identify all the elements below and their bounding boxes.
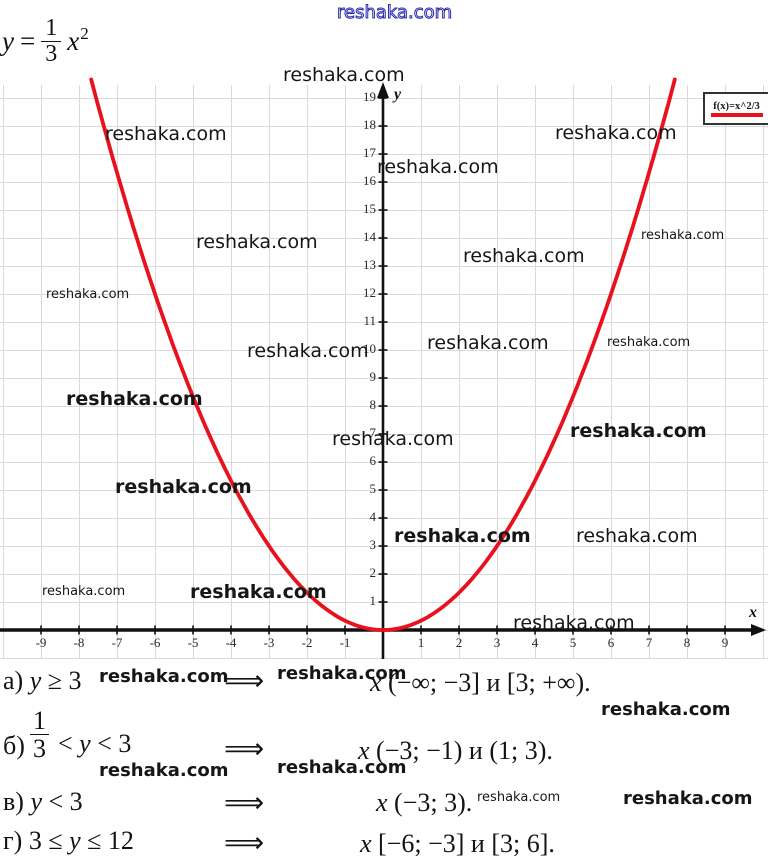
formula-exponent: 2 [80, 23, 89, 43]
y-tick-label: 2 [369, 565, 377, 580]
x-tick-label: 5 [569, 635, 577, 650]
watermark: reshaka.com [623, 788, 753, 809]
watermark: reshaka.com [576, 525, 698, 547]
watermark: reshaka.com [105, 123, 227, 145]
row-a-answer: x (−∞; −3] и [3; +∞). [370, 668, 591, 697]
x-tick-label: -6 [149, 635, 161, 650]
y-axis-letter: y [394, 86, 402, 103]
y-axis-arrow-icon [377, 82, 389, 98]
row-b-answer: x (−3; −1) и (1; 3). [358, 736, 553, 765]
y-tick-label: 10 [363, 341, 376, 356]
watermark: reshaka.com [601, 699, 731, 720]
x-tick-label: -5 [187, 635, 199, 650]
watermark: reshaka.com [377, 156, 499, 178]
parabola-curve [89, 77, 677, 632]
x-tick-label: -4 [225, 635, 237, 650]
y-tick-label: 4 [369, 509, 377, 524]
x-tick-label: -3 [263, 635, 275, 650]
watermark: reshaka.com [283, 64, 405, 86]
x-tick-label: -2 [301, 635, 313, 650]
axis-ticks [40, 97, 726, 635]
watermark: reshaka.com [336, 2, 453, 24]
y-tick-label: 16 [363, 173, 376, 188]
watermark: reshaka.com [277, 757, 407, 778]
x-tick-label: -7 [111, 635, 123, 650]
watermark: reshaka.com [190, 581, 327, 603]
y-tick-label: 13 [363, 257, 376, 272]
formula-fraction: 1 3 [41, 15, 62, 68]
watermark: reshaka.com [115, 476, 252, 498]
watermark: reshaka.com [332, 428, 454, 450]
y-tick-label: 12 [363, 285, 376, 300]
x-tick-label: 6 [607, 635, 615, 650]
x-tick-label: 3 [493, 635, 501, 650]
row-b-prefix: б) [3, 731, 25, 760]
watermark: reshaka.com [99, 666, 229, 687]
watermark: reshaka.com [463, 245, 585, 267]
formula-lhs: y [2, 26, 14, 57]
y-tick-label: 8 [369, 397, 377, 412]
y-tick-label: 19 [363, 89, 376, 104]
x-tick-label: 8 [683, 635, 691, 650]
watermark: reshaka.com [196, 231, 318, 253]
watermark: reshaka.com [99, 760, 229, 781]
watermark: reshaka.com [394, 525, 531, 547]
page-title-formula: y = 1 3 x 2 [2, 15, 89, 68]
row-a-condition: а) y ≥ 3 [3, 666, 82, 695]
legend-underline [710, 112, 763, 117]
x-tick-label: -1 [339, 635, 351, 650]
row-b-fraction: 1 3 [30, 707, 49, 764]
x-tick-label: 1 [417, 635, 425, 650]
watermark: reshaka.com [277, 663, 407, 684]
formula-numerator: 1 [41, 15, 62, 43]
row-b-condition: < y < 3 [58, 729, 132, 758]
y-tick-label: 15 [363, 201, 376, 216]
watermark: reshaka.com [555, 122, 677, 144]
y-tick-label: 14 [363, 229, 376, 244]
row-v-implies-arrow: ⟹ [224, 786, 265, 819]
formula-variable: x [67, 26, 80, 57]
y-tick-label: 18 [363, 117, 376, 132]
y-tick-label: 17 [363, 145, 376, 160]
watermark: reshaka.com [247, 340, 369, 362]
x-tick-label: 2 [455, 635, 463, 650]
row-a-implies-arrow: ⟹ [224, 664, 265, 697]
row-b-implies-arrow: ⟹ [224, 732, 265, 765]
x-tick-label: 9 [721, 635, 729, 650]
watermark: reshaka.com [641, 228, 725, 243]
x-tick-label: 4 [531, 635, 539, 650]
y-tick-label: 7 [369, 425, 377, 440]
legend-box: f(x)=x^2/3 [703, 92, 768, 125]
watermark: reshaka.com [607, 335, 691, 350]
x-tick-label: -9 [35, 635, 47, 650]
y-tick-label: 3 [369, 537, 377, 552]
y-tick-label: 11 [363, 313, 376, 328]
watermark: reshaka.com [66, 388, 203, 410]
watermark: reshaka.com [46, 287, 130, 302]
watermark: reshaka.com [477, 790, 561, 805]
watermark: reshaka.com [513, 612, 635, 634]
x-tick-label: -8 [73, 635, 85, 650]
x-tick-label: 7 [645, 635, 653, 650]
y-tick-label: 5 [369, 481, 377, 496]
y-tick-label: 1 [369, 593, 377, 608]
row-g-implies-arrow: ⟹ [224, 826, 265, 856]
watermark: reshaka.com [570, 420, 707, 442]
row-v-answer: x (−3; 3). [376, 788, 473, 817]
x-axis-arrow-icon [751, 624, 766, 636]
y-tick-label: 6 [369, 453, 377, 468]
row-g-answer: x [−6; −3] и [3; 6]. [360, 829, 555, 856]
formula-denominator: 3 [45, 41, 58, 68]
row-g-condition: г) 3 ≤ y ≤ 12 [3, 826, 134, 855]
formula-eq: = [19, 26, 36, 57]
y-tick-label: 9 [369, 369, 377, 384]
x-axis-letter: x [749, 604, 757, 621]
legend-label: f(x)=x^2/3 [713, 100, 760, 112]
row-v-condition: в) y < 3 [3, 787, 83, 816]
watermark: reshaka.com [427, 332, 549, 354]
watermark: reshaka.com [42, 584, 126, 599]
